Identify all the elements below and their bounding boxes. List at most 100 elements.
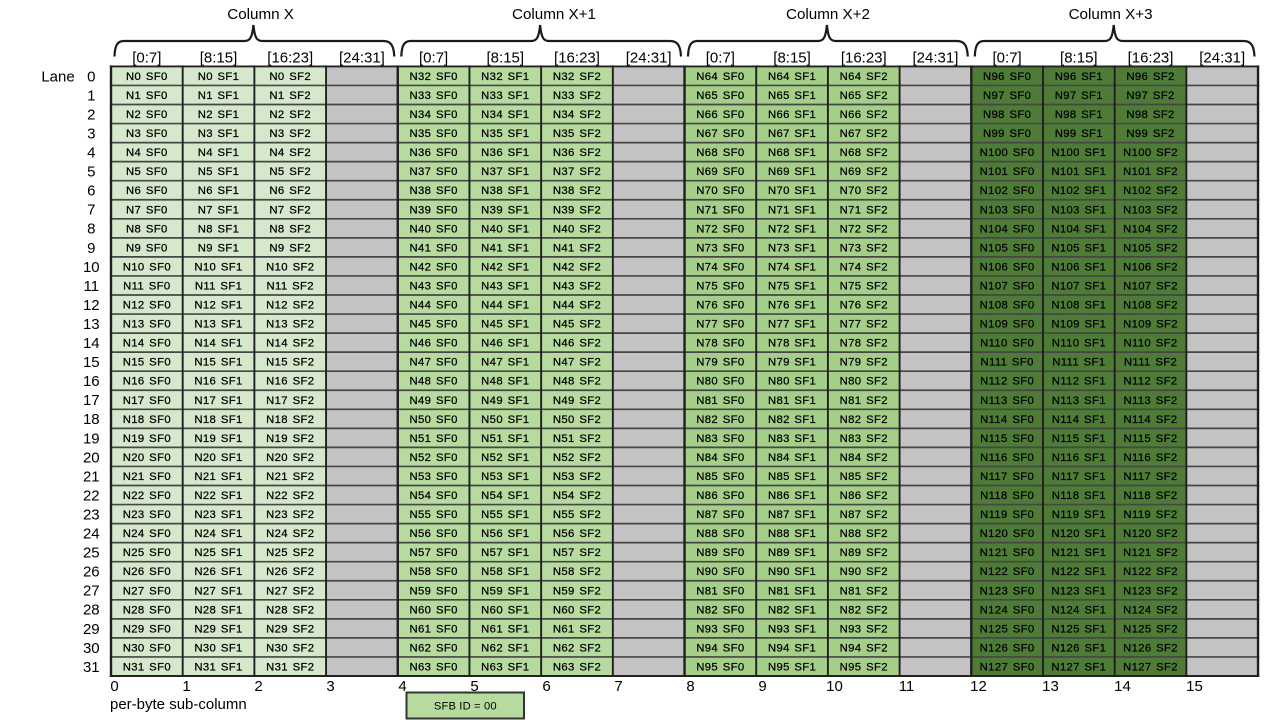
svg-text:N119 SF1: N119 SF1 [1052,509,1106,521]
svg-text:[0:7]: [0:7] [993,49,1022,66]
svg-text:N99 SF0: N99 SF0 [983,128,1031,140]
svg-text:N23 SF0: N23 SF0 [123,509,171,521]
svg-text:N48 SF1: N48 SF1 [481,376,529,388]
svg-text:N62 SF0: N62 SF0 [409,642,457,654]
svg-text:N37 SF2: N37 SF2 [553,166,601,178]
svg-text:N114 SF1: N114 SF1 [1052,414,1106,426]
svg-text:N124 SF2: N124 SF2 [1123,604,1178,616]
svg-text:N49 SF0: N49 SF0 [409,395,457,407]
svg-text:N77 SF0: N77 SF0 [696,319,744,331]
svg-text:N5 SF1: N5 SF1 [198,166,240,178]
svg-text:N50 SF0: N50 SF0 [409,414,457,426]
svg-text:N97 SF2: N97 SF2 [1126,90,1174,102]
svg-text:N104 SF2: N104 SF2 [1123,223,1178,235]
svg-text:N109 SF1: N109 SF1 [1051,319,1106,331]
svg-text:N26 SF1: N26 SF1 [194,566,242,578]
svg-text:N121 SF2: N121 SF2 [1123,547,1178,559]
svg-text:N68 SF2: N68 SF2 [840,147,888,159]
svg-text:6: 6 [542,678,550,695]
svg-text:N59 SF2: N59 SF2 [553,585,601,597]
svg-text:[0:7]: [0:7] [132,49,161,66]
svg-text:N98 SF2: N98 SF2 [1126,109,1174,121]
svg-text:N75 SF2: N75 SF2 [840,280,888,292]
svg-text:N73 SF0: N73 SF0 [696,242,744,254]
svg-text:N21 SF0: N21 SF0 [123,471,171,483]
svg-text:N34 SF2: N34 SF2 [553,109,601,121]
svg-text:N76 SF2: N76 SF2 [840,300,888,312]
svg-text:N96 SF0: N96 SF0 [983,71,1031,83]
svg-text:N15 SF1: N15 SF1 [194,357,242,369]
svg-text:3: 3 [87,125,95,142]
svg-text:N97 SF0: N97 SF0 [983,90,1031,102]
svg-text:N57 SF1: N57 SF1 [481,547,529,559]
svg-text:10: 10 [83,259,100,276]
svg-text:N11 SF0: N11 SF0 [123,280,170,292]
svg-text:N82 SF1: N82 SF1 [768,414,816,426]
svg-text:N3 SF1: N3 SF1 [198,128,240,140]
svg-text:1: 1 [182,678,190,695]
svg-text:8: 8 [686,678,694,695]
svg-text:N115 SF1: N115 SF1 [1052,433,1106,445]
svg-text:N29 SF0: N29 SF0 [123,623,171,635]
svg-text:N71 SF0: N71 SF0 [696,204,744,216]
svg-text:N8 SF0: N8 SF0 [126,223,168,235]
svg-text:N73 SF1: N73 SF1 [768,242,816,254]
svg-text:N18 SF0: N18 SF0 [123,414,171,426]
svg-text:N104 SF0: N104 SF0 [980,223,1035,235]
svg-text:N4 SF1: N4 SF1 [198,147,240,159]
svg-text:N30 SF1: N30 SF1 [194,642,242,654]
svg-text:N81 SF0: N81 SF0 [696,395,744,407]
svg-text:N0 SF0: N0 SF0 [126,71,168,83]
svg-text:27: 27 [83,583,100,600]
svg-text:N28 SF1: N28 SF1 [194,604,242,616]
svg-text:N52 SF1: N52 SF1 [481,452,529,464]
svg-text:N78 SF1: N78 SF1 [768,338,816,350]
svg-text:N88 SF2: N88 SF2 [840,528,888,540]
svg-text:N51 SF0: N51 SF0 [409,433,457,445]
svg-text:N67 SF1: N67 SF1 [768,128,816,140]
svg-text:N64 SF1: N64 SF1 [768,71,816,83]
svg-text:N80 SF2: N80 SF2 [840,376,888,388]
svg-text:N83 SF0: N83 SF0 [696,433,744,445]
svg-text:N79 SF1: N79 SF1 [768,357,816,369]
svg-text:N63 SF1: N63 SF1 [481,661,529,673]
svg-text:N125 SF2: N125 SF2 [1123,623,1178,635]
svg-text:N77 SF2: N77 SF2 [840,319,888,331]
svg-text:N0 SF2: N0 SF2 [269,71,311,83]
svg-text:[24:31]: [24:31] [339,49,385,66]
svg-text:N69 SF1: N69 SF1 [768,166,816,178]
svg-text:N120 SF0: N120 SF0 [980,528,1035,540]
svg-text:N53 SF0: N53 SF0 [409,471,457,483]
svg-text:30: 30 [83,640,100,657]
svg-text:N16 SF1: N16 SF1 [194,376,242,388]
svg-text:N25 SF0: N25 SF0 [123,547,171,559]
svg-text:23: 23 [83,506,100,523]
svg-text:16: 16 [83,373,100,390]
svg-text:N36 SF1: N36 SF1 [481,147,529,159]
svg-text:N48 SF0: N48 SF0 [409,376,457,388]
svg-text:N41 SF2: N41 SF2 [553,242,601,254]
svg-text:N96 SF2: N96 SF2 [1126,71,1174,83]
svg-text:4: 4 [87,145,95,162]
svg-text:N86 SF0: N86 SF0 [696,490,744,502]
svg-text:N119 SF0: N119 SF0 [980,509,1034,521]
svg-text:N7 SF0: N7 SF0 [126,204,168,216]
svg-text:N52 SF2: N52 SF2 [553,452,601,464]
svg-text:N30 SF0: N30 SF0 [123,642,171,654]
svg-text:N61 SF0: N61 SF0 [409,623,457,635]
svg-text:N102 SF1: N102 SF1 [1051,185,1106,197]
svg-text:per-byte sub-column: per-byte sub-column [110,696,247,713]
svg-text:N115 SF2: N115 SF2 [1123,433,1177,445]
svg-text:[16:23]: [16:23] [841,49,887,66]
svg-text:N19 SF0: N19 SF0 [123,433,171,445]
svg-text:N107 SF2: N107 SF2 [1123,280,1178,292]
svg-text:1: 1 [87,87,95,104]
svg-text:N9 SF1: N9 SF1 [198,242,240,254]
svg-text:N11 SF2: N11 SF2 [267,280,314,292]
svg-text:N61 SF1: N61 SF1 [481,623,529,635]
svg-text:N84 SF2: N84 SF2 [840,452,888,464]
svg-text:N89 SF2: N89 SF2 [840,547,888,559]
svg-text:N11 SF1: N11 SF1 [195,280,242,292]
svg-text:N23 SF1: N23 SF1 [194,509,242,521]
svg-text:N30 SF2: N30 SF2 [266,642,314,654]
